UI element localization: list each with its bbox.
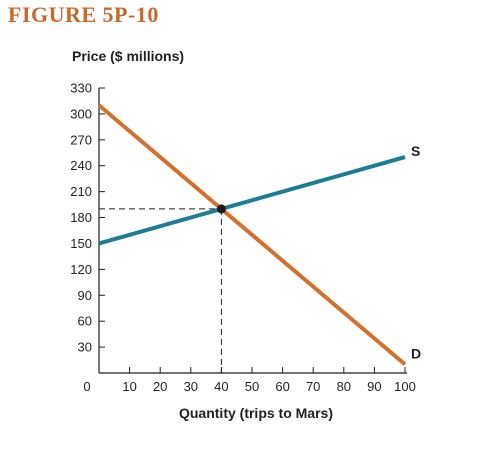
demand-curve-label: D (411, 345, 421, 361)
y-tick-label: 30 (78, 340, 92, 355)
y-tick-label: 90 (78, 288, 92, 303)
x-tick-label: 0 (83, 379, 90, 394)
x-tick-label: 20 (153, 379, 167, 394)
supply-line (98, 155, 406, 246)
demand-line (97, 103, 407, 366)
marks: SD (216, 143, 421, 361)
y-axis-label: Price ($ millions) (72, 48, 185, 64)
y-tick-label: 210 (70, 184, 92, 199)
x-tick-label: 90 (367, 379, 381, 394)
x-tick-label: 80 (337, 379, 351, 394)
y-tick-label: 180 (70, 210, 92, 225)
series-lines (97, 103, 407, 366)
y-tick-label: 300 (70, 106, 92, 121)
x-tick-label: 40 (214, 379, 228, 394)
y-tick-label: 270 (70, 132, 92, 147)
x-tick-label: 10 (122, 379, 136, 394)
x-tick-label: 60 (275, 379, 289, 394)
y-tick-label: 240 (70, 158, 92, 173)
figure-title: FIGURE 5P-10 (8, 2, 159, 27)
equilibrium-point (216, 204, 226, 214)
y-tick-label: 60 (78, 314, 92, 329)
axes (98, 87, 407, 374)
y-tick-label: 330 (70, 81, 92, 96)
tick-labels: 30 60 90 120 150 180 210 240 270 300 330 0 10 20 30 40 5… (70, 81, 416, 395)
x-tick-label: 70 (306, 379, 320, 394)
x-axis-label: Quantity (trips to Mars) (178, 405, 333, 421)
y-tick-label: 150 (70, 236, 92, 251)
y-tick-label: 120 (70, 262, 92, 277)
x-tick-label: 50 (245, 379, 259, 394)
x-tick-label: 100 (394, 379, 416, 394)
x-tick-label: 30 (184, 379, 198, 394)
equilibrium-guides (99, 208, 222, 373)
supply-curve-label: S (411, 143, 420, 159)
